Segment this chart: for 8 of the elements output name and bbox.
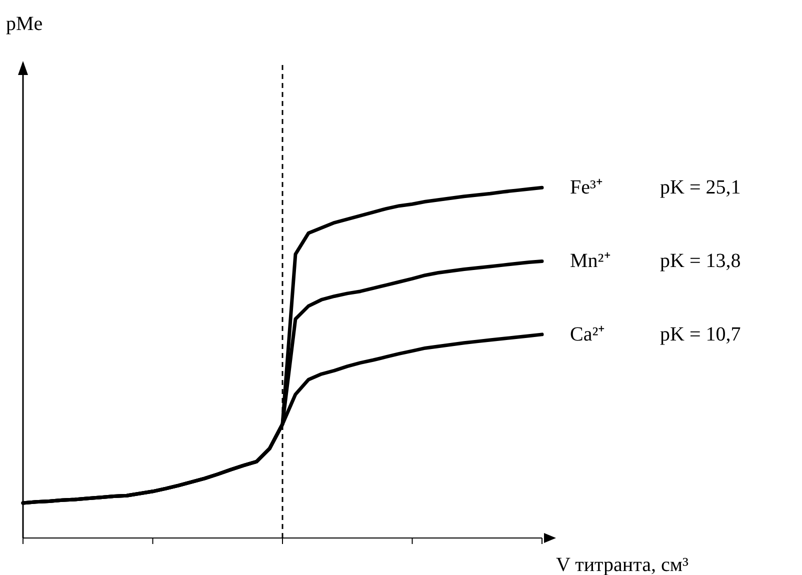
- x-axis-title: V титранта, см³: [556, 554, 688, 575]
- text: pK = 10,7: [660, 323, 741, 346]
- text: pK = 25,1: [660, 176, 741, 199]
- series-label: Ca²⁺: [570, 323, 606, 346]
- text: pMe: [6, 13, 43, 35]
- series-label: Mn²⁺: [570, 250, 611, 272]
- text: pK = 13,8: [660, 250, 741, 272]
- series-label: Fe³⁺: [570, 176, 603, 199]
